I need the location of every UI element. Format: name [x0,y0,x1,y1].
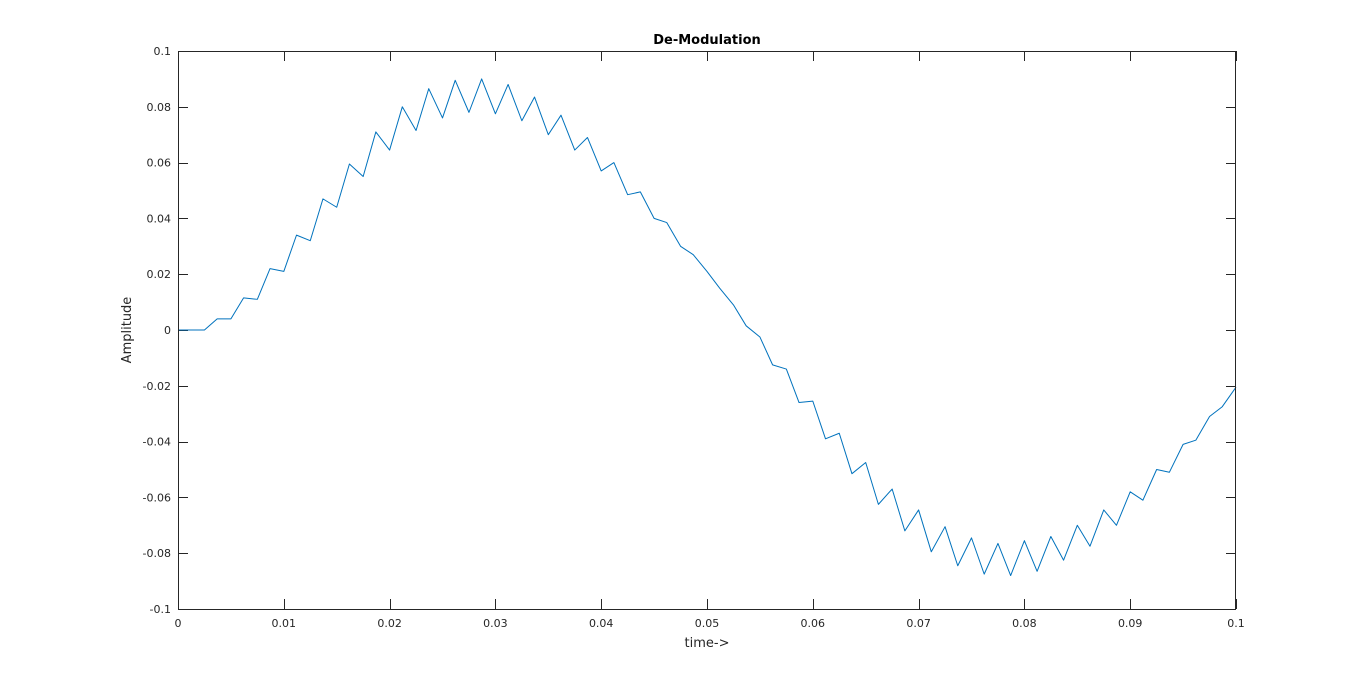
x-tick-label: 0.05 [695,617,720,630]
y-tick-label: 0.04 [147,212,172,225]
x-tick-label: 0.02 [377,617,402,630]
y-tick-label: -0.1 [150,603,171,616]
x-tick-label: 0.04 [589,617,614,630]
y-tick-label: -0.02 [143,380,171,393]
axes-box [178,51,1236,610]
y-tick-label: 0.06 [147,157,172,170]
plot-area [178,51,1236,609]
y-tick-label: 0 [164,324,171,337]
series-line [178,78,1237,577]
chart-title: De-Modulation [653,33,761,48]
y-tick-label: 0.1 [154,45,172,58]
y-axis-ticks: -0.1 -0.08 -0.06 -0.04 -0.02 0 0.02 0.04 0.06 0.0… [143,45,1236,616]
x-tick-label: 0.1 [1227,617,1245,630]
y-tick-label: 0.08 [147,101,172,114]
x-tick-label: 0.03 [483,617,508,630]
y-axis-label: Amplitude [120,297,135,364]
x-axis-ticks: 0 0.01 0.02 0.03 0.04 0.05 0.06 0.07 0.08 0.09 0.1 [175,51,1245,630]
y-tick-label: 0.02 [147,268,172,281]
x-tick-label: 0 [175,617,182,630]
x-tick-label: 0.06 [801,617,826,630]
x-tick-label: 0.09 [1118,617,1143,630]
x-axis-label: time-> [685,636,730,651]
y-tick-label: -0.04 [143,436,171,449]
x-tick-label: 0.08 [1012,617,1037,630]
y-tick-label: -0.08 [143,547,171,560]
x-tick-label: 0.01 [272,617,297,630]
x-tick-label: 0.07 [906,617,931,630]
y-tick-label: -0.06 [143,491,171,504]
